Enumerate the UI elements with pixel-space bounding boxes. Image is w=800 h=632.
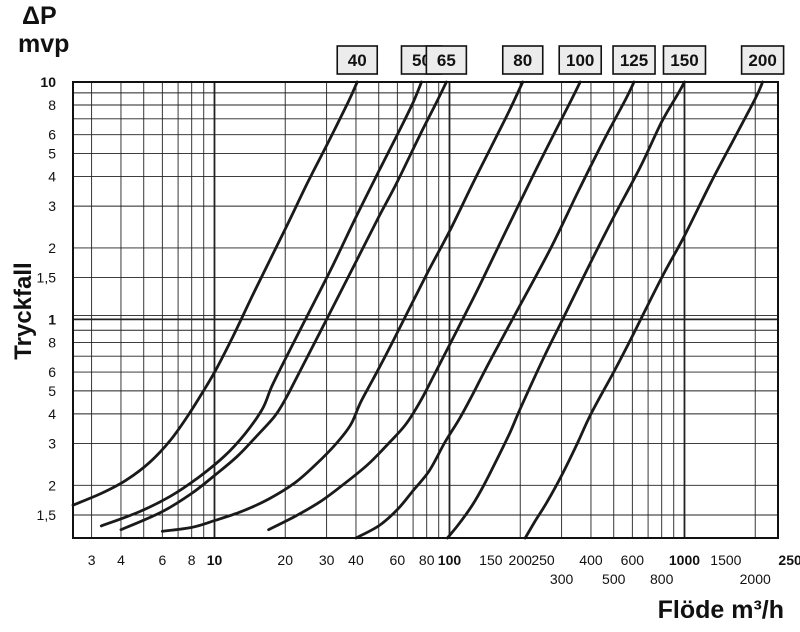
series-label-frame [425,45,468,75]
x-tick-label-lower: 500 [602,571,626,587]
curves [71,80,764,540]
series-label-box-40: 40 [336,45,379,75]
series-curve-100 [267,80,582,532]
series-label-frame [662,45,707,75]
series-label-box-100: 100 [558,45,603,75]
x-tick-label: 8 [188,552,196,568]
series-label-125: 125 [620,51,648,70]
y-tick-label: 1 [48,311,56,327]
x-tick-label: 3 [88,552,96,568]
x-tick-label: 600 [621,552,645,568]
x-tick-label: 200 [509,552,533,568]
series-label-frame [336,45,379,75]
series-label-frame [740,45,785,75]
y-tick-label: 8 [48,334,56,350]
plot-border [72,81,779,539]
series-label-box-200: 200 [740,45,785,75]
y-tick-label: 5 [48,383,56,399]
series-label-65: 65 [437,51,456,70]
x-tick-label: 2500 [778,552,800,568]
series-label-frame [612,45,656,75]
x-tick-label: 1000 [669,552,700,568]
x-tick-label-lower: 300 [550,571,574,587]
y-axis-label: Tryckfall [10,262,37,360]
y-tick-labels: 10 8 6 5 4 3 2 1,5 1 8 6 5 4 3 2 1,5 [37,74,57,523]
y-tick-label: 8 [48,97,56,113]
grid [73,81,778,538]
series-label-100: 100 [566,51,594,70]
y-tick-label: 4 [48,168,56,184]
x-tick-label-lower: 800 [650,571,674,587]
series-curve-80 [160,80,525,533]
series-curve-50 [99,80,423,528]
series-curve-200 [523,80,764,540]
y-tick-label: 4 [48,406,56,422]
x-tick-label: 30 [319,552,335,568]
series-label-150: 150 [670,51,698,70]
y-tick-label: 2 [48,240,56,256]
y-tick-label: 3 [48,436,56,452]
y-tick-label: 10 [40,74,56,90]
x-tick-label: 60 [390,552,406,568]
y-tick-label: 2 [48,477,56,493]
series-label-200: 200 [748,51,776,70]
series-label-80: 80 [513,51,532,70]
y-tick-label: 6 [48,127,56,143]
series-curve-150 [446,80,686,540]
x-tick-label: 10 [207,552,223,568]
series-label-box-150: 150 [662,45,707,75]
series-label-box-65: 65 [425,45,468,75]
series-curve-40 [71,80,359,507]
x-tick-label: 4 [117,552,125,568]
x-tick-label: 400 [579,552,603,568]
series-label-box-125: 125 [612,45,656,75]
x-tick-label: 20 [277,552,293,568]
y-tick-label: 6 [48,364,56,380]
x-tick-label: 150 [479,552,503,568]
y-tick-label: 1,5 [37,507,57,523]
y-tick-label: 3 [48,198,56,214]
y-tick-label: 5 [48,145,56,161]
x-tick-labels: 3 4 6 8 10 20 30 40 60 80 100 150 200 250 400 600 1000 15… [88,552,800,587]
series-label-frame [558,45,603,75]
x-tick-label-lower: 2000 [740,571,771,587]
x-tick-label: 1500 [710,552,741,568]
unit-label: mvp [18,30,70,58]
series-label-frame [501,45,544,75]
x-tick-label: 80 [419,552,435,568]
series-labels: 40 50 65 80 100 125 150 200 [336,45,785,75]
x-tick-label: 40 [348,552,364,568]
plot-frame [72,81,779,539]
x-tick-label: 100 [438,552,462,568]
series-curve-125 [354,80,636,540]
x-tick-label: 6 [158,552,166,568]
delta-p-label: ΔP [22,2,57,30]
series-label-box-80: 80 [501,45,544,75]
series-curve-65 [119,80,448,532]
x-tick-label: 250 [531,552,555,568]
x-axis-label: Flöde m³/h [657,596,784,624]
series-label-40: 40 [348,51,367,70]
y-tick-label: 1,5 [37,270,57,286]
